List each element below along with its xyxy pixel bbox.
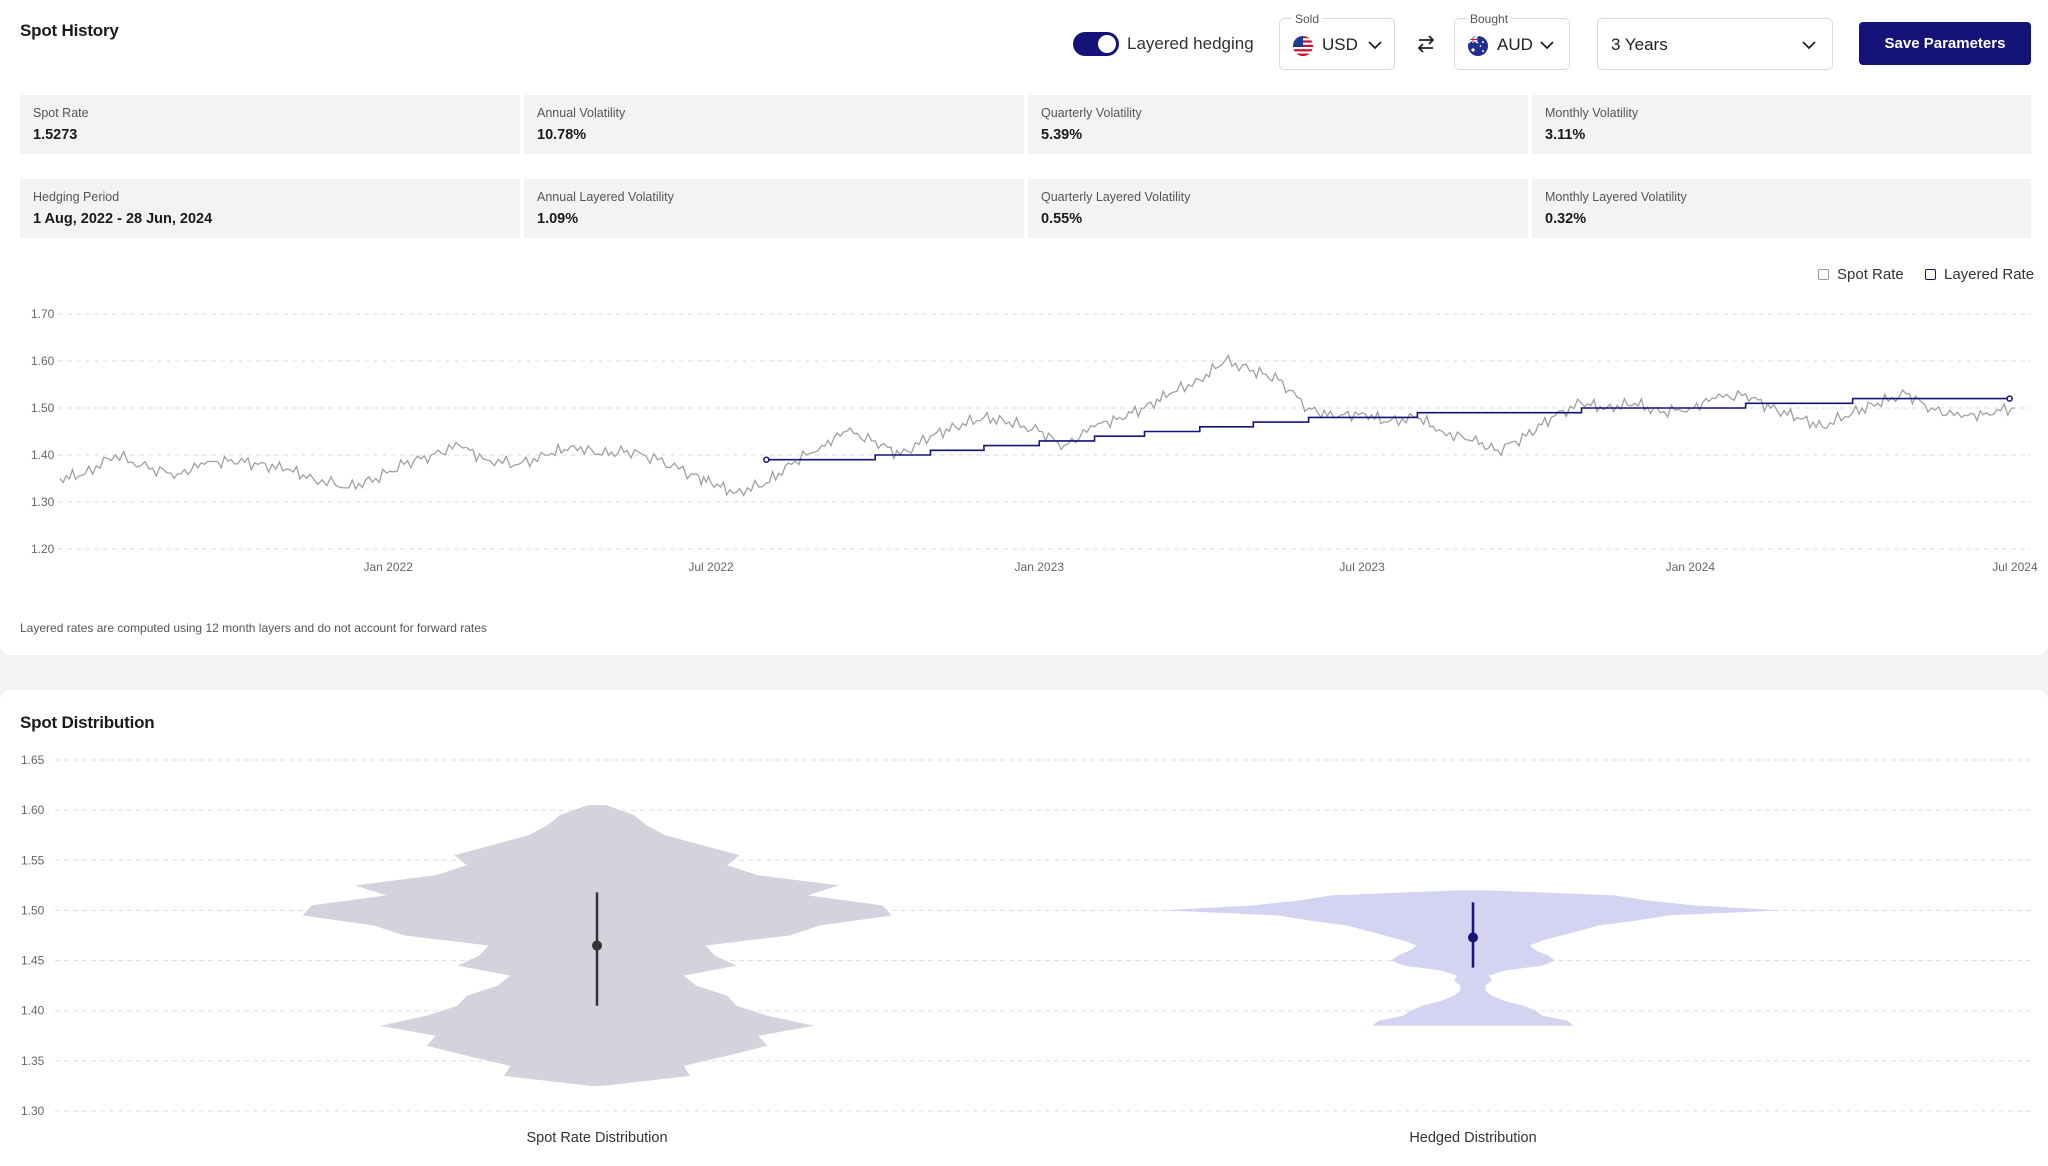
legend-label: Spot Rate xyxy=(1837,266,1904,283)
y-tick-label: 1.30 xyxy=(21,1104,45,1118)
x-tick-label: Jan 2022 xyxy=(364,560,414,574)
stat-label: Spot Rate xyxy=(33,106,89,120)
spot-history-card: Spot History Layered hedging Sold USD Bo… xyxy=(0,0,2048,655)
y-tick-label: 1.50 xyxy=(31,401,55,415)
stat-value: 1.5273 xyxy=(33,127,78,143)
period-value: 3 Years xyxy=(1611,35,1668,54)
stat-annual-volatility: Annual Volatility 10.78% xyxy=(524,95,1024,154)
y-tick-label: 1.40 xyxy=(31,448,55,462)
violin-median-dot xyxy=(592,940,602,951)
stat-value: 0.55% xyxy=(1041,211,1083,227)
period-select[interactable]: 3 Years xyxy=(1597,18,1833,70)
legend-layered-rate[interactable]: Layered Rate xyxy=(1925,266,2034,283)
legend-swatch xyxy=(1818,269,1829,280)
stat-quarterly-volatility: Quarterly Volatility 5.39% xyxy=(1028,95,1528,154)
stat-monthly-volatility: Monthly Volatility 3.11% xyxy=(1532,95,2031,154)
x-tick-label: Jan 2024 xyxy=(1666,560,1716,574)
stat-annual-layered-volatility: Annual Layered Volatility 1.09% xyxy=(524,179,1024,238)
swap-currency-icon[interactable] xyxy=(1415,32,1437,56)
stat-label: Annual Volatility xyxy=(537,106,626,120)
y-tick-label: 1.60 xyxy=(31,354,55,368)
y-tick-label: 1.40 xyxy=(21,1004,45,1018)
x-category-label: Hedged Distribution xyxy=(1409,1130,1536,1146)
layered-rate-line xyxy=(766,397,2010,461)
stat-spot-rate: Spot Rate 1.5273 xyxy=(20,95,520,154)
sold-caption: Sold xyxy=(1292,13,1323,25)
stat-value: 1.09% xyxy=(537,211,579,227)
layered-start-point xyxy=(763,456,770,463)
legend-label: Layered Rate xyxy=(1944,266,2035,283)
spot-history-chart: 1.20 1.30 1.40 1.50 1.60 1.70 Jan 2022 Jul 2022… xyxy=(31,307,2038,574)
legend-swatch xyxy=(1925,269,1936,280)
sold-currency-select[interactable]: Sold USD xyxy=(1279,13,1395,70)
y-tick-label: 1.30 xyxy=(31,495,55,509)
stat-quarterly-layered-volatility: Quarterly Layered Volatility 0.55% xyxy=(1028,179,1528,238)
stat-monthly-layered-volatility: Monthly Layered Volatility 0.32% xyxy=(1532,179,2031,238)
x-tick-label: Jan 2023 xyxy=(1015,560,1065,574)
spot-history-title: Spot History xyxy=(20,21,119,40)
stat-label: Hedging Period xyxy=(33,190,120,204)
y-tick-label: 1.50 xyxy=(21,903,45,917)
bought-currency-select[interactable]: Bought AUD xyxy=(1454,13,1570,70)
stat-hedging-period: Hedging Period 1 Aug, 2022 - 28 Jun, 202… xyxy=(20,179,520,238)
chevron-down-icon xyxy=(1368,41,1382,50)
spot-distribution-title: Spot Distribution xyxy=(20,713,155,732)
us-flag-icon xyxy=(1293,36,1313,56)
layered-end-point xyxy=(2006,395,2013,402)
layered-rates-note: Layered rates are computed using 12 mont… xyxy=(20,621,487,635)
au-flag-icon xyxy=(1468,36,1488,56)
stat-value: 3.11% xyxy=(1545,127,1586,143)
chevron-down-icon xyxy=(1802,41,1816,50)
sold-currency-value: USD xyxy=(1322,35,1358,54)
y-tick-label: 1.20 xyxy=(31,542,55,556)
stat-value: 0.32% xyxy=(1545,211,1587,227)
bought-currency-value: AUD xyxy=(1497,35,1533,54)
stat-value: 10.78% xyxy=(537,127,587,143)
x-category-label: Spot Rate Distribution xyxy=(526,1130,667,1146)
stat-label: Quarterly Volatility xyxy=(1041,106,1142,120)
chevron-down-icon xyxy=(1540,41,1554,50)
stat-value: 5.39% xyxy=(1041,127,1083,143)
stat-label: Monthly Layered Volatility xyxy=(1545,190,1687,204)
y-tick-label: 1.60 xyxy=(21,803,45,817)
y-tick-label: 1.45 xyxy=(21,954,45,968)
x-tick-label: Jul 2022 xyxy=(688,560,734,574)
stat-label: Annual Layered Volatility xyxy=(537,190,674,204)
toggle-knob xyxy=(1098,35,1116,53)
stat-label: Monthly Volatility xyxy=(1545,106,1639,120)
layered-hedging-toggle[interactable] xyxy=(1073,32,1119,56)
y-tick-label: 1.70 xyxy=(31,307,55,321)
legend-spot-rate[interactable]: Spot Rate xyxy=(1818,266,1904,283)
spot-distribution-chart: 1.30 1.35 1.40 1.45 1.50 1.55 1.60 1.65 Spot Rat… xyxy=(21,753,2031,1146)
layered-hedging-label: Layered hedging xyxy=(1127,34,1254,53)
bought-caption: Bought xyxy=(1467,13,1512,25)
y-tick-label: 1.35 xyxy=(21,1054,45,1068)
stat-label: Quarterly Layered Volatility xyxy=(1041,190,1191,204)
save-parameters-button[interactable]: Save Parameters xyxy=(1859,22,2031,65)
violin-median-dot xyxy=(1468,932,1478,943)
spot-rate-line xyxy=(59,354,2015,497)
spot-distribution-card: Spot Distribution 1.30 1.35 1.40 1.45 1.50 1.… xyxy=(0,690,2048,1166)
y-tick-label: 1.65 xyxy=(21,753,45,767)
x-tick-label: Jul 2024 xyxy=(1992,560,2038,574)
stat-value: 1 Aug, 2022 - 28 Jun, 2024 xyxy=(33,211,213,227)
y-tick-label: 1.55 xyxy=(21,853,45,867)
x-tick-label: Jul 2023 xyxy=(1339,560,1385,574)
